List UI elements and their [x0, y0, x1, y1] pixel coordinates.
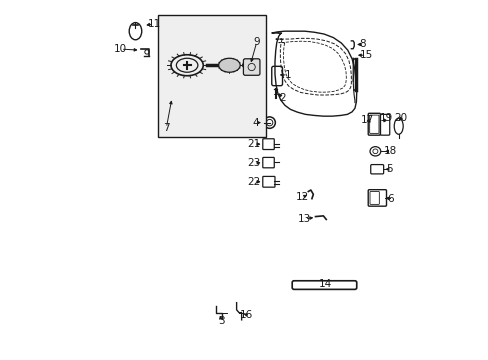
Text: 3: 3 [218, 316, 224, 325]
Text: 5: 5 [385, 164, 391, 174]
Text: 23: 23 [247, 158, 260, 168]
Text: 12: 12 [295, 192, 308, 202]
FancyBboxPatch shape [243, 59, 260, 75]
Text: 4: 4 [251, 118, 258, 128]
Text: 16: 16 [240, 310, 253, 320]
Text: 21: 21 [247, 139, 260, 149]
Text: 18: 18 [384, 146, 397, 156]
Text: 13: 13 [298, 214, 311, 224]
Text: 17: 17 [360, 115, 373, 125]
Text: 10: 10 [114, 44, 127, 54]
Text: 1: 1 [284, 70, 291, 80]
Text: 8: 8 [359, 40, 366, 49]
Text: 9: 9 [253, 37, 260, 47]
Text: 11: 11 [147, 19, 161, 29]
Text: 15: 15 [359, 50, 372, 60]
Text: 6: 6 [386, 194, 393, 204]
Text: 19: 19 [379, 113, 392, 123]
Text: 20: 20 [393, 113, 407, 123]
Text: 7: 7 [163, 123, 169, 133]
Text: 22: 22 [247, 177, 260, 187]
Bar [158, 15, 265, 137]
Text: 14: 14 [318, 279, 331, 289]
Circle shape [242, 63, 246, 67]
Ellipse shape [218, 58, 240, 72]
Text: 2: 2 [279, 93, 285, 103]
